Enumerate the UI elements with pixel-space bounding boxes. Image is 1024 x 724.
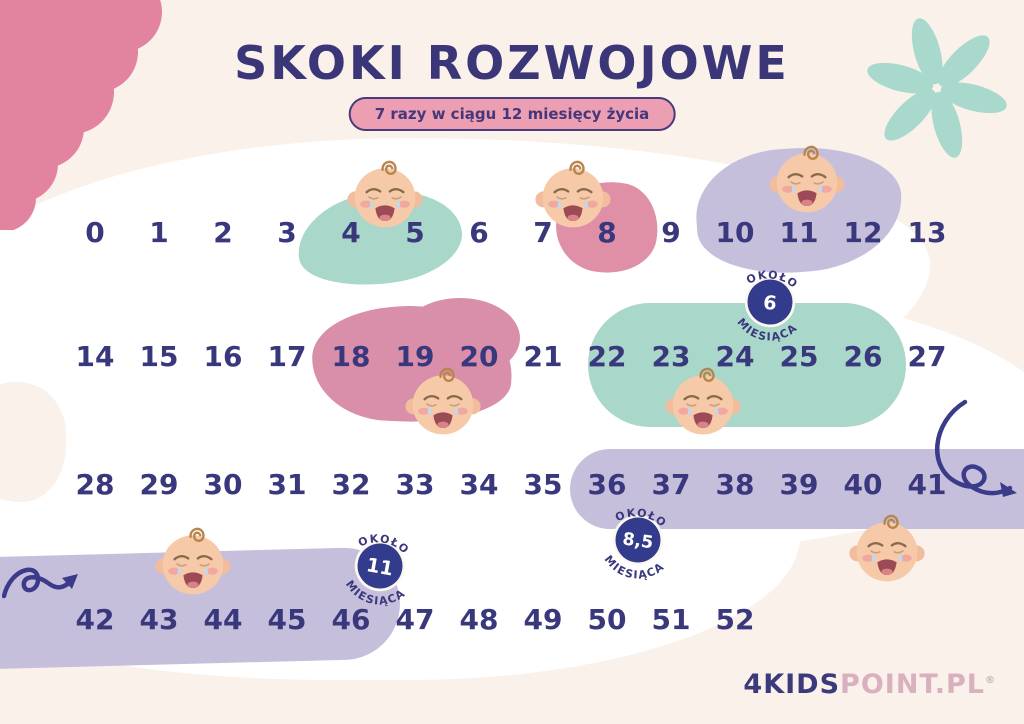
week-number: 9	[661, 216, 681, 249]
week-number: 25	[779, 340, 819, 373]
week-number: 51	[651, 603, 691, 636]
crying-baby-icon	[848, 514, 926, 583]
week-number: 26	[843, 340, 883, 373]
leap-blob-weeks-22-26	[588, 303, 906, 427]
week-number: 45	[267, 603, 307, 636]
badge-value: 11	[365, 553, 395, 580]
week-number: 30	[203, 468, 243, 501]
registered-mark: ®	[985, 675, 996, 686]
week-number: 46	[331, 603, 371, 636]
week-number: 3	[277, 216, 297, 249]
week-number: 12	[843, 216, 883, 249]
month-badge-11: OKOŁO 11 MIESIĄCA	[340, 528, 413, 613]
week-row-2: 14 15 16 17 18 19 20 21 22 23 24 25 26 27	[63, 340, 959, 374]
week-number: 41	[907, 468, 947, 501]
week-number: 36	[587, 468, 627, 501]
week-row-4: 42 43 44 45 46 47 48 49 50 51 52	[63, 603, 767, 637]
page-title: SKOKI ROZWOJOWE	[234, 36, 790, 90]
week-number: 23	[651, 340, 691, 373]
week-number: 33	[395, 468, 435, 501]
week-number: 27	[907, 340, 947, 373]
week-row-1: 0 1 2 3 4 5 6 7 8 9 10 11 12 13	[63, 216, 959, 250]
week-number: 6	[469, 216, 489, 249]
week-number: 38	[715, 468, 755, 501]
week-number: 28	[75, 468, 115, 501]
week-number: 32	[331, 468, 371, 501]
week-number: 17	[267, 340, 307, 373]
week-number: 35	[523, 468, 563, 501]
week-number: 49	[523, 603, 563, 636]
badge-value: 8,5	[621, 529, 654, 553]
week-number: 4	[341, 216, 361, 249]
week-number: 43	[139, 603, 179, 636]
week-number: 19	[395, 340, 435, 373]
week-number: 1	[149, 216, 169, 249]
background-cream-notch	[0, 382, 66, 502]
week-row-3: 28 29 30 31 32 33 34 35 36 37 38 39 40 41	[63, 468, 959, 502]
week-number: 16	[203, 340, 243, 373]
week-number: 39	[779, 468, 819, 501]
week-number: 52	[715, 603, 755, 636]
week-number: 31	[267, 468, 307, 501]
curly-arrow-icon	[2, 567, 78, 599]
week-number: 29	[139, 468, 179, 501]
leap-blob-weeks-18-20	[400, 298, 520, 378]
week-number: 13	[907, 216, 947, 249]
week-number: 8	[597, 216, 617, 249]
week-number: 50	[587, 603, 627, 636]
week-number: 48	[459, 603, 499, 636]
teal-flower-icon	[867, 18, 1007, 158]
curly-arrow-icon	[935, 399, 1017, 497]
week-number: 34	[459, 468, 499, 501]
crying-baby-icon	[768, 145, 846, 214]
week-number: 44	[203, 603, 243, 636]
leap-blob-weeks-36-41	[570, 449, 1024, 529]
week-number: 40	[843, 468, 883, 501]
month-badge-8-5: OKOŁO 8,5 MIESIĄCA	[599, 503, 670, 586]
week-number: 42	[75, 603, 115, 636]
week-number: 15	[139, 340, 179, 373]
badge-value: 6	[762, 291, 778, 315]
week-number: 21	[523, 340, 563, 373]
week-number: 2	[213, 216, 233, 249]
week-number: 11	[779, 216, 819, 249]
week-number: 24	[715, 340, 755, 373]
week-number: 20	[459, 340, 499, 373]
week-number: 22	[587, 340, 627, 373]
week-number: 5	[405, 216, 425, 249]
logo-part1: 4KIDS	[743, 669, 841, 700]
week-number: 14	[75, 340, 115, 373]
crying-baby-icon	[154, 527, 232, 596]
week-number: 37	[651, 468, 691, 501]
week-number: 18	[331, 340, 371, 373]
pink-scallop-corner	[0, 0, 162, 230]
week-number: 7	[533, 216, 553, 249]
week-number: 10	[715, 216, 755, 249]
week-number: 0	[85, 216, 105, 249]
week-number: 47	[395, 603, 435, 636]
month-badge-6: OKOŁO 6 MIESIĄCA	[733, 266, 802, 347]
subtitle-badge: 7 razy w ciągu 12 miesięcy życia	[348, 97, 676, 131]
logo-part2: POINT.PL	[840, 669, 985, 700]
brand-logo: 4KIDSPOINT.PL®	[743, 669, 996, 700]
